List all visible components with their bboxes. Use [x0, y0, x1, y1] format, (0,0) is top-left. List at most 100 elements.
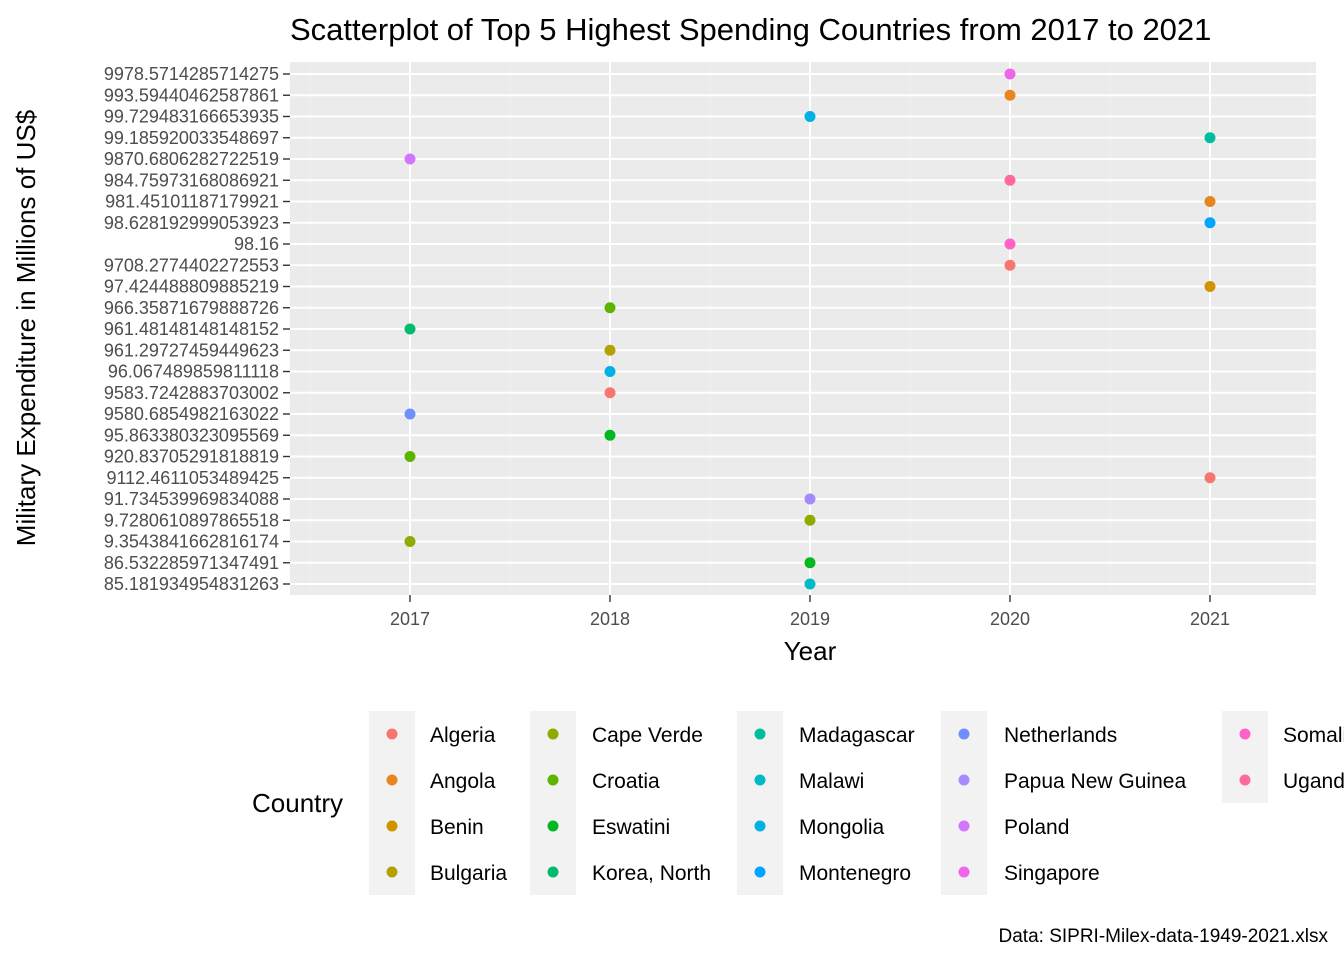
- y-tick-label: 98.16: [234, 234, 279, 254]
- x-tick-label: 2019: [790, 609, 830, 629]
- data-point: [804, 557, 816, 569]
- legend-key: [386, 866, 398, 878]
- x-tick-label: 2020: [990, 609, 1030, 629]
- data-point: [604, 302, 616, 314]
- data-point: [1004, 238, 1016, 250]
- legend-label: Eswatini: [592, 816, 670, 839]
- legend-key: [386, 728, 398, 740]
- legend-label: Netherlands: [1004, 724, 1117, 747]
- y-tick-label: 966.35871679888726: [104, 298, 279, 318]
- legend-key-background: [1222, 711, 1268, 803]
- data-point: [804, 493, 816, 505]
- legend-key: [958, 866, 970, 878]
- data-point: [804, 514, 816, 526]
- y-tick-label: 91.734539969834088: [104, 489, 279, 509]
- legend-label: Algeria: [430, 724, 496, 747]
- y-tick-label: 920.83705291818819: [104, 447, 279, 467]
- legend-key: [386, 774, 398, 786]
- y-tick-label: 85.181934954831263: [104, 574, 279, 594]
- legend-key: [547, 820, 559, 832]
- legend-key: [1239, 774, 1251, 786]
- y-tick-label: 96.067489859811118: [108, 362, 279, 382]
- y-tick-label: 99.729483166653935: [104, 107, 279, 127]
- data-point: [404, 536, 416, 547]
- y-tick-label: 984.75973168086921: [104, 170, 279, 190]
- legend-label: Korea, North: [592, 862, 711, 885]
- grid-lines: [290, 62, 1316, 595]
- data-point: [1004, 89, 1016, 101]
- data-point: [1004, 174, 1016, 186]
- data-point: [404, 323, 416, 335]
- legend-key: [547, 774, 559, 786]
- legend-key: [754, 774, 766, 786]
- legend-label: Madagascar: [799, 724, 915, 747]
- data-point: [404, 408, 416, 420]
- legend-label: Mongolia: [799, 816, 885, 839]
- data-point: [1204, 281, 1216, 292]
- x-tick-label: 2021: [1190, 609, 1230, 629]
- legend-key: [547, 728, 559, 740]
- y-tick-label: 981.45101187179921: [105, 192, 279, 212]
- legend-label: Poland: [1004, 816, 1069, 839]
- y-axis-title: Military Expenditure in Millions of US$: [11, 109, 41, 546]
- data-point: [1204, 472, 1216, 484]
- data-point: [1204, 217, 1216, 229]
- data-point: [604, 366, 616, 377]
- legend-key: [958, 820, 970, 832]
- data-point: [804, 111, 816, 122]
- legend-label: Uganda: [1283, 770, 1344, 793]
- data-points: [404, 68, 1216, 590]
- data-point: [804, 578, 816, 590]
- data-point: [1204, 132, 1216, 144]
- legend-key: [754, 866, 766, 878]
- legend-key: [547, 866, 559, 878]
- y-tick-label: 961.29727459449623: [104, 340, 279, 360]
- caption: Data: SIPRI-Milex-data-1949-2021.xlsx: [999, 926, 1329, 947]
- y-tick-label: 9870.6806282722519: [104, 149, 279, 169]
- legend-label: Papua New Guinea: [1004, 770, 1186, 793]
- data-point: [1204, 196, 1216, 207]
- x-axis-title: Year: [784, 636, 837, 666]
- y-tick-label: 9583.7242883703002: [104, 383, 279, 403]
- y-tick-label: 86.532285971347491: [104, 553, 279, 573]
- legend-label: Singapore: [1004, 862, 1100, 885]
- legend-key: [1239, 728, 1251, 740]
- y-tick-label: 97.424488809885219: [104, 277, 279, 297]
- legend-key: [386, 820, 398, 832]
- data-point: [604, 387, 616, 399]
- y-tick-label: 99.185920033548697: [104, 128, 279, 148]
- legend-label: Montenegro: [799, 862, 911, 885]
- legend-key-background: [941, 711, 987, 895]
- data-point: [604, 344, 616, 356]
- legend: Algeria Angola Benin Bulgaria Cape Verde Croa…: [369, 711, 1344, 895]
- x-tick-label: 2018: [590, 609, 630, 629]
- y-tick-label: 9580.6854982163022: [104, 404, 279, 424]
- legend-key-background: [369, 711, 415, 895]
- legend-label: Bulgaria: [430, 862, 507, 885]
- y-tick-label: 993.59440462587861: [104, 85, 279, 105]
- legend-key: [958, 728, 970, 740]
- y-tick-label: 9112.4611053489425: [106, 468, 279, 488]
- data-point: [604, 429, 616, 441]
- y-tick-label: 95.863380323095569: [104, 425, 279, 445]
- y-axis-ticks: 85.18193495483126386.5322859713474919.35…: [104, 64, 290, 594]
- data-point: [404, 153, 416, 165]
- y-tick-label: 98.628192999053923: [104, 213, 279, 233]
- y-tick-label: 9978.5714285714275: [104, 64, 279, 84]
- data-point: [1004, 68, 1016, 80]
- y-tick-label: 961.48148148148152: [104, 319, 279, 339]
- legend-label: Angola: [430, 770, 496, 793]
- legend-key-background: [530, 711, 576, 895]
- x-axis-ticks: 2017 2018 2019 2020 2021: [390, 595, 1230, 629]
- data-point: [404, 451, 416, 462]
- legend-label: Cape Verde: [592, 724, 703, 747]
- legend-label: Croatia: [592, 770, 660, 793]
- legend-label: Somalia: [1283, 724, 1344, 747]
- legend-title: Country: [252, 788, 343, 818]
- data-point: [1004, 259, 1016, 271]
- x-tick-label: 2017: [390, 609, 430, 629]
- legend-key-background: [737, 711, 783, 895]
- chart-title: Scatterplot of Top 5 Highest Spending Co…: [290, 12, 1211, 47]
- legend-label: Malawi: [799, 770, 864, 793]
